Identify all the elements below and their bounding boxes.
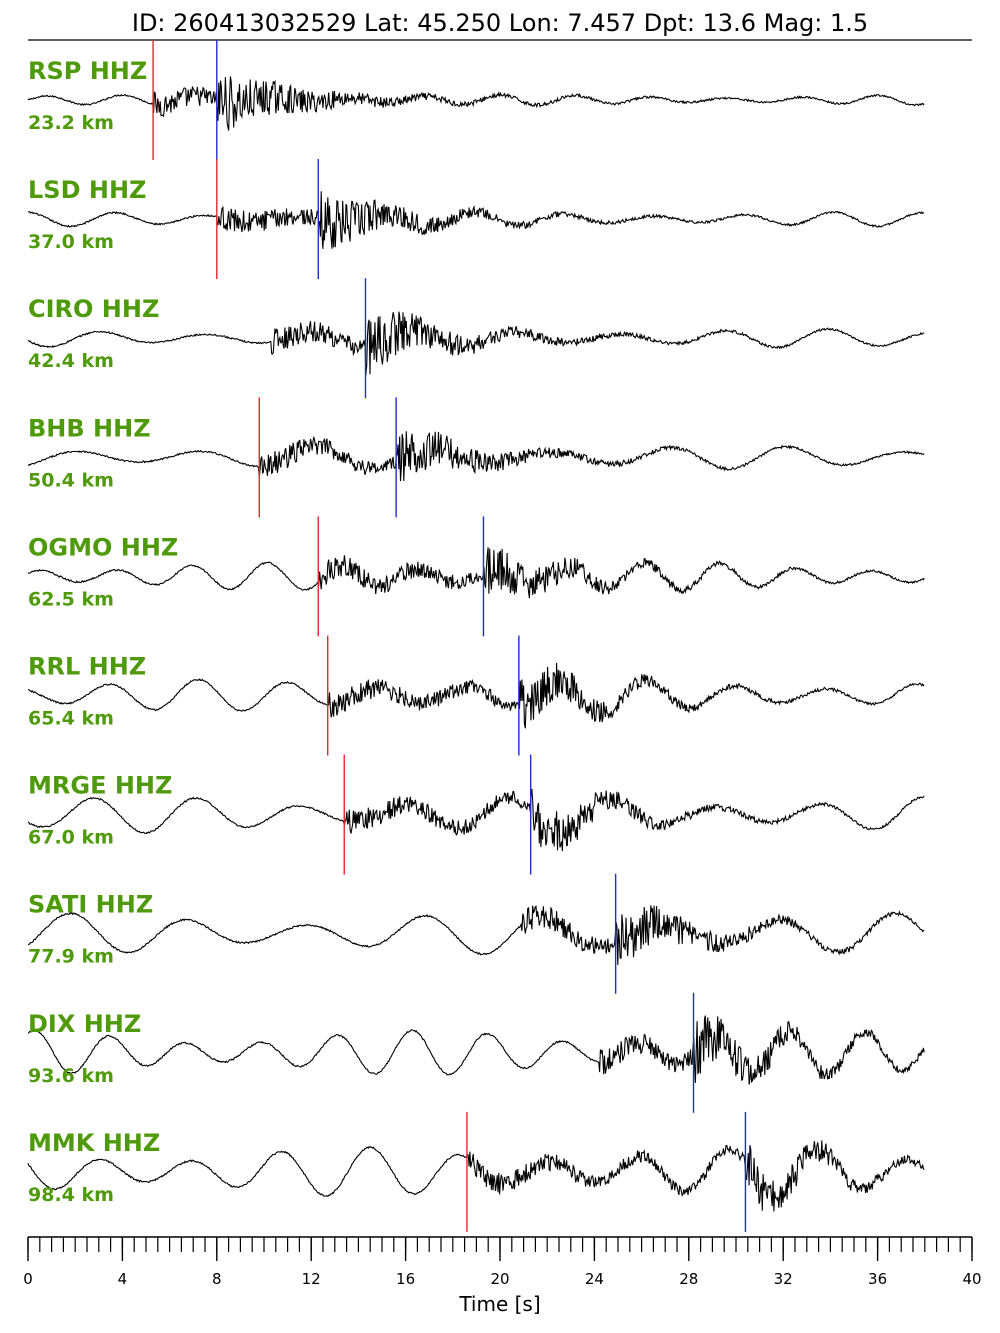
tick-label: 28 bbox=[679, 1270, 698, 1288]
distance-label: 77.9 km bbox=[28, 946, 114, 968]
trace-row: OGMO HHZ 62.5 km bbox=[27, 516, 925, 637]
tick-label: 8 bbox=[212, 1270, 222, 1288]
station-label: RRL HHZ bbox=[28, 653, 146, 681]
tick-label: 36 bbox=[868, 1270, 887, 1288]
distance-label: 23.2 km bbox=[28, 112, 114, 134]
waveform-line bbox=[27, 76, 925, 131]
tick-label: 32 bbox=[774, 1270, 793, 1288]
tick-label: 20 bbox=[490, 1270, 509, 1288]
figure-title: ID: 260413032529 Lat: 45.250 Lon: 7.457 … bbox=[132, 9, 868, 37]
tick-label: 0 bbox=[23, 1270, 33, 1288]
distance-label: 98.4 km bbox=[28, 1184, 114, 1206]
tick-label: 12 bbox=[302, 1270, 321, 1288]
waveform-line bbox=[27, 547, 925, 599]
distance-label: 50.4 km bbox=[28, 469, 114, 491]
distance-label: 65.4 km bbox=[28, 708, 114, 730]
distance-label: 37.0 km bbox=[28, 231, 114, 253]
distance-label: 93.6 km bbox=[28, 1065, 114, 1087]
waveform-line bbox=[27, 191, 925, 249]
distance-label: 42.4 km bbox=[28, 350, 114, 372]
trace-row: BHB HHZ 50.4 km bbox=[27, 397, 925, 518]
waveform-line bbox=[27, 431, 925, 482]
trace-row: MMK HHZ 98.4 km bbox=[27, 1111, 925, 1232]
station-label: RSP HHZ bbox=[28, 57, 147, 85]
station-label: CIRO HHZ bbox=[28, 295, 159, 323]
station-label: BHB HHZ bbox=[28, 414, 151, 442]
waveform-line bbox=[28, 662, 925, 729]
station-label: MMK HHZ bbox=[28, 1129, 160, 1157]
tick-label: 24 bbox=[585, 1270, 604, 1288]
waveform-line bbox=[27, 1015, 925, 1085]
tick-label: 40 bbox=[962, 1270, 981, 1288]
x-axis-label: Time [s] bbox=[458, 1292, 540, 1316]
trace-row: CIRO HHZ 42.4 km bbox=[27, 278, 925, 399]
trace-row: RRL HHZ 65.4 km bbox=[28, 635, 925, 756]
waveform-line bbox=[27, 905, 925, 965]
tick-label: 16 bbox=[396, 1270, 415, 1288]
distance-label: 62.5 km bbox=[28, 588, 114, 610]
trace-panel: RSP HHZ 23.2 km LSD HHZ 37.0 km CIRO HHZ 42.4… bbox=[27, 40, 925, 1232]
trace-row: DIX HHZ 93.6 km bbox=[27, 992, 925, 1113]
trace-row: RSP HHZ 23.2 km bbox=[27, 40, 925, 160]
station-label: LSD HHZ bbox=[28, 176, 146, 204]
distance-label: 67.0 km bbox=[28, 827, 114, 849]
waveform-line bbox=[27, 311, 925, 376]
waveform-line bbox=[27, 788, 925, 852]
station-label: OGMO HHZ bbox=[28, 533, 178, 561]
waveform-line bbox=[27, 1140, 925, 1212]
trace-row: LSD HHZ 37.0 km bbox=[27, 159, 925, 280]
station-label: MRGE HHZ bbox=[28, 772, 172, 800]
trace-row: MRGE HHZ 67.0 km bbox=[27, 754, 925, 875]
time-axis: 0 4 8 12 16 20 24 28 32 36 40 bbox=[23, 1236, 982, 1288]
tick-label: 4 bbox=[118, 1270, 128, 1288]
station-label: DIX HHZ bbox=[28, 1010, 141, 1038]
trace-row: SATI HHZ 77.9 km bbox=[27, 873, 925, 994]
station-label: SATI HHZ bbox=[28, 891, 153, 919]
